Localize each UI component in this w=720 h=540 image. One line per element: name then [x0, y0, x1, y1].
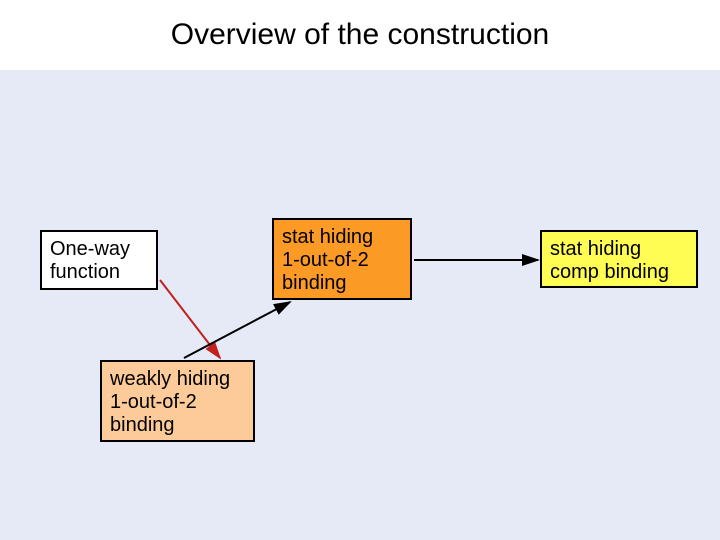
node-label-line: stat hiding [550, 238, 641, 260]
node-label-line: comp binding [550, 261, 669, 283]
node-stat-hiding-comp-binding: stat hidingcomp binding [540, 230, 698, 288]
node-label-line: binding [110, 414, 175, 436]
node-label-line: 1-out-of-2 [282, 249, 369, 271]
node-weakly-hiding-1-of-2: weakly hiding1-out-of-2binding [100, 360, 255, 442]
node-label-line: weakly hiding [110, 368, 230, 390]
background-band [0, 70, 720, 540]
page-title: Overview of the construction [0, 18, 720, 52]
node-label-line: stat hiding [282, 226, 373, 248]
node-one-way-function: One-wayfunction [40, 230, 158, 290]
node-label-line: 1-out-of-2 [110, 391, 197, 413]
node-label-line: binding [282, 272, 347, 294]
slide: Overview of the construction One-wayfunc… [0, 0, 720, 540]
node-stat-hiding-1-of-2: stat hiding1-out-of-2binding [272, 218, 412, 300]
node-label-line: function [50, 261, 120, 283]
node-label-line: One-way [50, 238, 130, 260]
